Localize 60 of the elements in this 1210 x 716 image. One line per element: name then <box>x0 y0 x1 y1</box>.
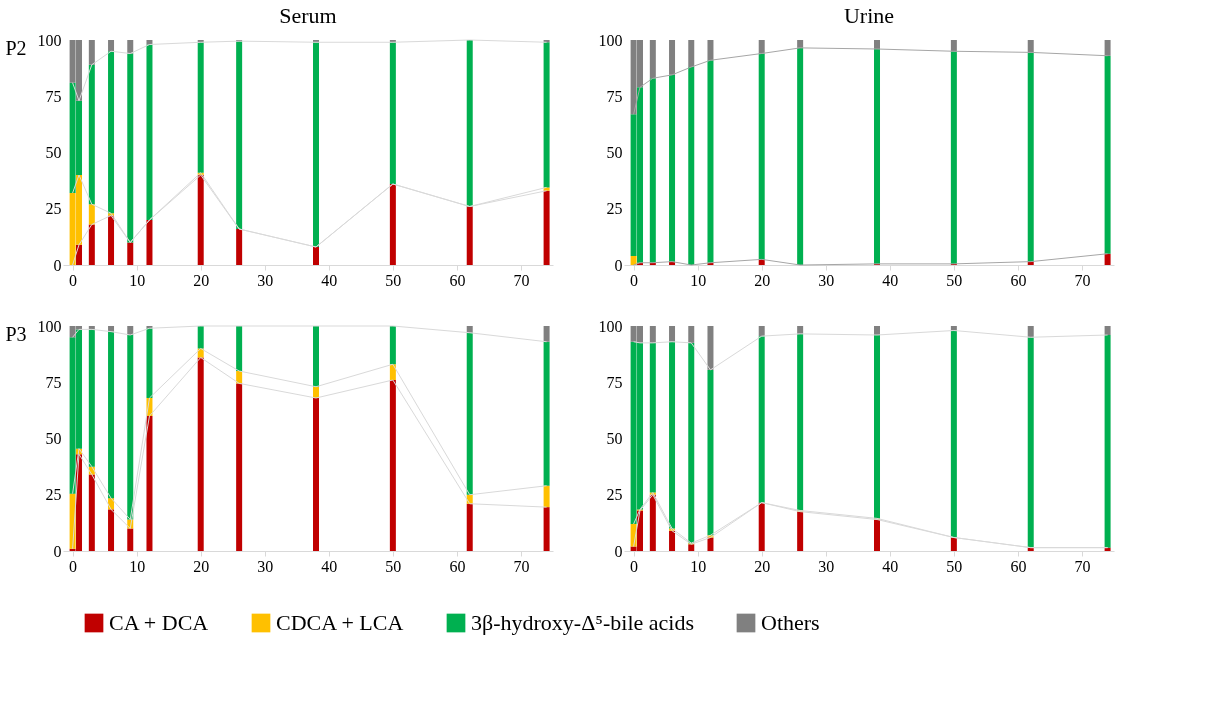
x-tick-label: 30 <box>257 557 274 575</box>
x-tick-label: 10 <box>690 557 707 575</box>
y-tick-label: 0 <box>53 542 62 560</box>
x-tick-label: 70 <box>513 271 530 289</box>
x-tick-label: 70 <box>1074 271 1091 289</box>
y-tick-label: 50 <box>45 430 62 447</box>
y-tick-label: 75 <box>606 87 623 105</box>
x-tick-label: 0 <box>69 271 78 289</box>
y-tick-label: 100 <box>37 317 62 335</box>
x-tick-label: 40 <box>321 271 338 289</box>
x-tick-label: 60 <box>1010 557 1027 575</box>
y-tick-label: 0 <box>614 542 623 560</box>
x-tick-label: 50 <box>946 271 963 289</box>
x-tick-label: 20 <box>754 271 771 289</box>
chart-title: Urine <box>843 3 895 28</box>
y-tick-label: 50 <box>45 144 62 161</box>
y-tick-label: 75 <box>606 373 623 391</box>
y-tick-label: 0 <box>614 256 623 274</box>
y-tick-label: 100 <box>598 317 623 335</box>
legend-label: 3β-hydroxy-Δ⁵-bile acids <box>471 610 695 635</box>
x-tick-label: 10 <box>129 557 146 575</box>
x-tick-label: 30 <box>818 557 835 575</box>
legend-label: CDCA + LCA <box>276 610 404 635</box>
y-tick-label: 0 <box>53 256 62 274</box>
y-tick-label: 50 <box>606 144 623 161</box>
y-tick-label: 75 <box>45 87 62 105</box>
x-tick-label: 20 <box>754 557 771 575</box>
x-tick-label: 40 <box>321 557 338 575</box>
x-tick-label: 40 <box>882 557 899 575</box>
y-tick-label: 25 <box>45 200 62 218</box>
x-tick-label: 10 <box>690 271 707 289</box>
x-tick-label: 0 <box>69 557 78 575</box>
y-axis-title: P2 <box>5 36 27 59</box>
x-tick-label: 40 <box>882 271 899 289</box>
x-tick-label: 70 <box>513 557 530 575</box>
x-tick-label: 60 <box>1010 271 1027 289</box>
y-tick-label: 25 <box>45 486 62 504</box>
x-tick-label: 50 <box>385 557 402 575</box>
chart-title: Serum <box>279 3 337 28</box>
y-tick-label: 100 <box>37 31 62 49</box>
x-tick-label: 20 <box>193 557 210 575</box>
legend-label: CA + DCA <box>109 610 209 635</box>
y-tick-label: 25 <box>606 486 623 504</box>
y-tick-label: 100 <box>598 31 623 49</box>
x-tick-label: 10 <box>129 271 146 289</box>
x-tick-label: 60 <box>449 557 466 575</box>
x-tick-label: 20 <box>193 271 210 289</box>
y-axis-title: P3 <box>5 322 27 345</box>
y-tick-label: 75 <box>45 373 62 391</box>
x-tick-label: 60 <box>449 271 466 289</box>
y-tick-label: 50 <box>606 430 623 447</box>
x-tick-label: 70 <box>1074 557 1091 575</box>
y-tick-label: 25 <box>606 200 623 218</box>
x-tick-label: 50 <box>385 271 402 289</box>
x-tick-label: 0 <box>630 271 639 289</box>
legend-label: Others <box>761 610 820 635</box>
x-tick-label: 30 <box>257 271 274 289</box>
x-tick-label: 0 <box>630 557 639 575</box>
x-tick-label: 30 <box>818 271 835 289</box>
x-tick-label: 50 <box>946 557 963 575</box>
